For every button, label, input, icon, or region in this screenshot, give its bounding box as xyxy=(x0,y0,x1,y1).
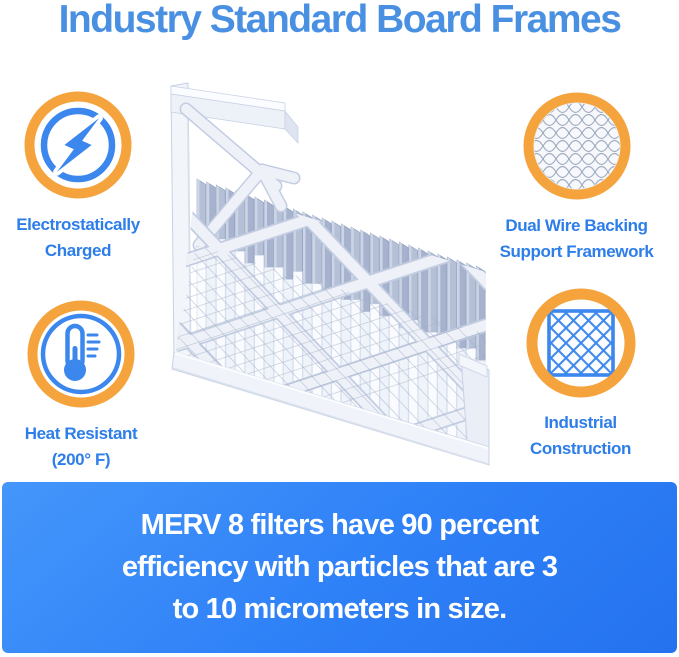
feature-label-line: Heat Resistant xyxy=(24,424,138,443)
page-title: Industry Standard Board Frames xyxy=(58,0,622,41)
board-frame-right-wall xyxy=(458,353,490,460)
feature-label-line: Construction xyxy=(530,439,631,458)
feature-label: Heat Resistant (200° F) xyxy=(3,421,159,473)
feature-industrial-construction: Industrial Construction xyxy=(493,286,668,462)
corner-straps xyxy=(179,102,301,252)
feature-heat-resistant: Heat Resistant (200° F) xyxy=(3,297,159,473)
feature-label-line: Industrial xyxy=(544,413,617,432)
feature-label-line: Electrostatically xyxy=(16,215,140,234)
feature-label: Dual Wire Backing Support Framework xyxy=(489,213,664,265)
filter-pleats xyxy=(196,178,486,453)
banner-line: efficiency with particles that are 3 xyxy=(121,551,558,583)
board-frame-left-edge xyxy=(170,82,192,360)
banner-line: MERV 8 filters have 90 percent xyxy=(140,509,540,541)
board-frame-bottom-rail xyxy=(171,351,490,466)
diamond-lattice-icon xyxy=(493,286,668,400)
banner-text: MERV 8 filters have 90 percent efficienc… xyxy=(2,482,677,630)
feature-dual-wire-backing: Dual Wire Backing Support Framework xyxy=(489,89,664,265)
feature-label-line: Dual Wire Backing xyxy=(505,216,648,235)
feature-label-line: Charged xyxy=(44,241,112,260)
feature-label: Electrostatically Charged xyxy=(0,212,156,264)
feature-label-line: Support Framework xyxy=(499,242,654,261)
board-frame-top-flap xyxy=(170,85,299,145)
info-banner: MERV 8 filters have 90 percent efficienc… xyxy=(2,482,677,653)
wire-mesh-icon xyxy=(489,89,664,203)
feature-electrostatically-charged: Electrostatically Charged xyxy=(0,88,156,264)
thermometer-icon xyxy=(3,297,159,411)
lightning-bolt-icon xyxy=(0,88,156,202)
feature-label-line: (200° F) xyxy=(51,450,111,469)
feature-label: Industrial Construction xyxy=(493,410,668,462)
banner-line: to 10 micrometers in size. xyxy=(172,593,508,625)
